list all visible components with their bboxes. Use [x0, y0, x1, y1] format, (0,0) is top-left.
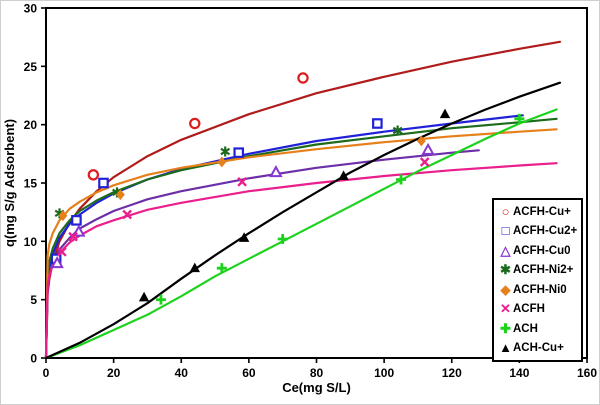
y-tick-label: 5 [30, 293, 37, 307]
series-ACFH-curve [44, 162, 558, 360]
data-point [392, 125, 403, 136]
series-ACFH-Ni0-curve [44, 128, 558, 360]
data-point [416, 135, 426, 147]
legend-item-ACFH-Cu0: △ ACFH-Cu0 [498, 241, 581, 261]
data-point [50, 256, 64, 269]
series-ACFH-markers [57, 157, 430, 257]
data-point [269, 165, 283, 178]
data-point [71, 215, 82, 226]
data-point [98, 177, 109, 189]
filled-triangle-icon: ▲ [499, 340, 512, 356]
data-point [439, 108, 451, 119]
data-point [87, 169, 100, 181]
legend-label: ACH [513, 322, 538, 335]
data-point [514, 113, 525, 124]
data-point [220, 146, 231, 157]
data-point [138, 291, 150, 302]
legend-label: ACFH-Cu+ [513, 205, 571, 218]
data-point [189, 262, 200, 273]
x-tick-label: 80 [310, 366, 324, 380]
data-point [237, 176, 247, 187]
legend-item-ACH: ✚ ACH [498, 319, 581, 339]
legend-item-ACFH-Ni0: ◆ ACFH-Ni0 [498, 280, 581, 300]
x-tick-label: 100 [374, 366, 394, 380]
legend-item-ACH-Cu+: ▲ ACH-Cu+ [498, 339, 581, 359]
x-tick-label: 40 [175, 366, 189, 380]
y-tick-label: 0 [30, 352, 37, 366]
legend-label: ACFH-Cu2+ [513, 225, 578, 238]
data-point [189, 117, 201, 130]
series-ACFH-Ni0-markers [58, 135, 426, 222]
data-point [57, 246, 67, 257]
legend-item-ACFH: ✕ ACFH [498, 300, 581, 320]
legend-item-ACFH-Ni2+: ✱ ACFH-Ni2+ [498, 261, 581, 281]
legend-label: ACFH [513, 303, 545, 316]
x-tick-label: 120 [442, 366, 462, 380]
data-point [338, 170, 349, 180]
y-tick-label: 10 [24, 235, 38, 249]
y-tick-label: 15 [24, 177, 38, 191]
plus-icon: ✚ [500, 320, 511, 336]
x-tick-label: 140 [509, 366, 529, 380]
star-icon: ✱ [500, 262, 511, 278]
legend: ○ ACFH-Cu+ □ ACFH-Cu2+ △ ACFH-Cu0 ✱ ACFH-Ni2+ ◆ A… [492, 198, 583, 362]
data-point [122, 209, 132, 220]
y-tick-label: 20 [24, 118, 38, 132]
open-circle-icon: ○ [501, 203, 510, 219]
open-triangle-icon: △ [500, 242, 511, 258]
series-ACH-curve [44, 108, 558, 360]
data-point [421, 142, 435, 155]
legend-item-ACFH-Cu2+: □ ACFH-Cu2+ [498, 222, 581, 242]
series-ACFH-Cu+-markers [87, 72, 309, 181]
x-tick-label: 20 [107, 366, 121, 380]
x-axis: 0 20 40 60 80 100 120 140 160 [43, 358, 597, 380]
data-point [297, 72, 309, 84]
diamond-icon: ◆ [500, 281, 511, 297]
y-tick-label: 30 [24, 2, 38, 16]
x-tick-label: 160 [577, 366, 597, 380]
data-point [217, 156, 227, 168]
series-ACH-Cu+-curve [44, 81, 562, 360]
series-ACFH-Cu0-markers [50, 142, 435, 269]
legend-label: ACH-Cu+ [513, 342, 564, 355]
series-ACH-markers [155, 113, 525, 305]
data-point [277, 234, 288, 244]
data-point [216, 263, 227, 274]
data-point [58, 210, 68, 222]
legend-label: ACFH-Cu0 [513, 244, 571, 257]
x-icon: ✕ [500, 301, 511, 317]
legend-item-ACFH-Cu+: ○ ACFH-Cu+ [498, 202, 581, 222]
y-tick-label: 25 [24, 60, 38, 74]
y-axis-title: q(mg S/g Adsorbent) [2, 118, 17, 248]
data-point [396, 174, 407, 185]
open-square-icon: □ [501, 223, 510, 239]
data-point [68, 231, 78, 242]
series-ACH-Cu+-markers [138, 108, 451, 302]
legend-label: ACFH-Ni0 [513, 283, 567, 296]
data-point [372, 118, 383, 129]
data-point [233, 147, 245, 158]
data-point [115, 189, 125, 201]
series-ACFH-Ni2+-curve [44, 117, 558, 360]
data-point [155, 294, 166, 305]
y-axis: 0 5 10 15 20 25 30 [24, 2, 46, 366]
legend-label: ACFH-Ni2+ [513, 264, 574, 277]
data-point [419, 157, 430, 167]
x-tick-label: 0 [43, 366, 50, 380]
x-axis-title: Ce(mg S/L) [282, 380, 351, 395]
x-tick-label: 60 [242, 366, 256, 380]
data-point [238, 232, 250, 242]
